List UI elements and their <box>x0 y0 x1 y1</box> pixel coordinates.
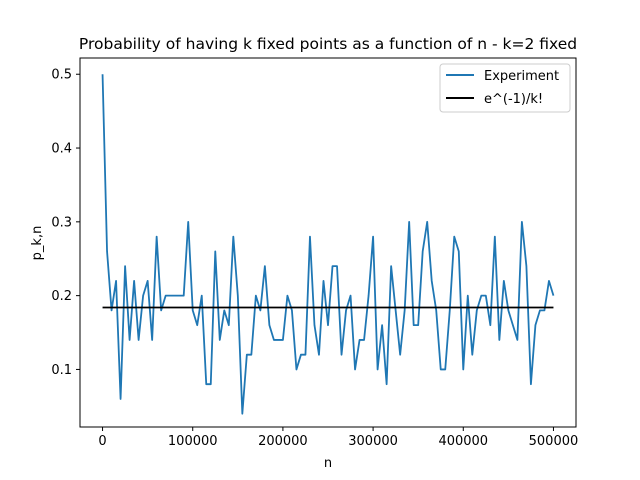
y-tick-label: 0.3 <box>51 215 72 230</box>
x-tick-label: 500000 <box>529 434 579 449</box>
series-line-0 <box>101 74 555 415</box>
y-tick-label: 0.2 <box>51 289 72 304</box>
y-axis-label: p_k,n <box>30 226 45 261</box>
x-tick-label: 400000 <box>438 434 488 449</box>
legend-label-experiment: Experiment <box>484 69 559 84</box>
x-tick-label: 100000 <box>168 434 218 449</box>
x-tick-label: 300000 <box>348 434 398 449</box>
x-tick-label: 0 <box>98 434 106 449</box>
series-layer <box>101 74 555 415</box>
plot-area: 0 100000 200000 300000 400000 500000 0.10.20.… <box>51 57 578 449</box>
legend: Experiment e^(-1)/k! <box>439 63 571 113</box>
y-tick-label: 0.1 <box>51 363 72 378</box>
x-axis-ticks: 0 100000 200000 300000 400000 500000 <box>98 427 578 449</box>
y-tick-label: 0.4 <box>51 142 72 157</box>
legend-label-theoretical: e^(-1)/k! <box>484 92 543 107</box>
x-axis-label: n <box>324 456 332 471</box>
y-axis-ticks: 0.1 0.2 0.3 0.4 0.5 <box>51 68 80 378</box>
x-tick-label: 200000 <box>258 434 308 449</box>
chart-title: Probability of having k fixed points as … <box>79 35 577 53</box>
y-tick-label: 0.5 <box>51 68 72 83</box>
axes-frame <box>79 57 577 428</box>
